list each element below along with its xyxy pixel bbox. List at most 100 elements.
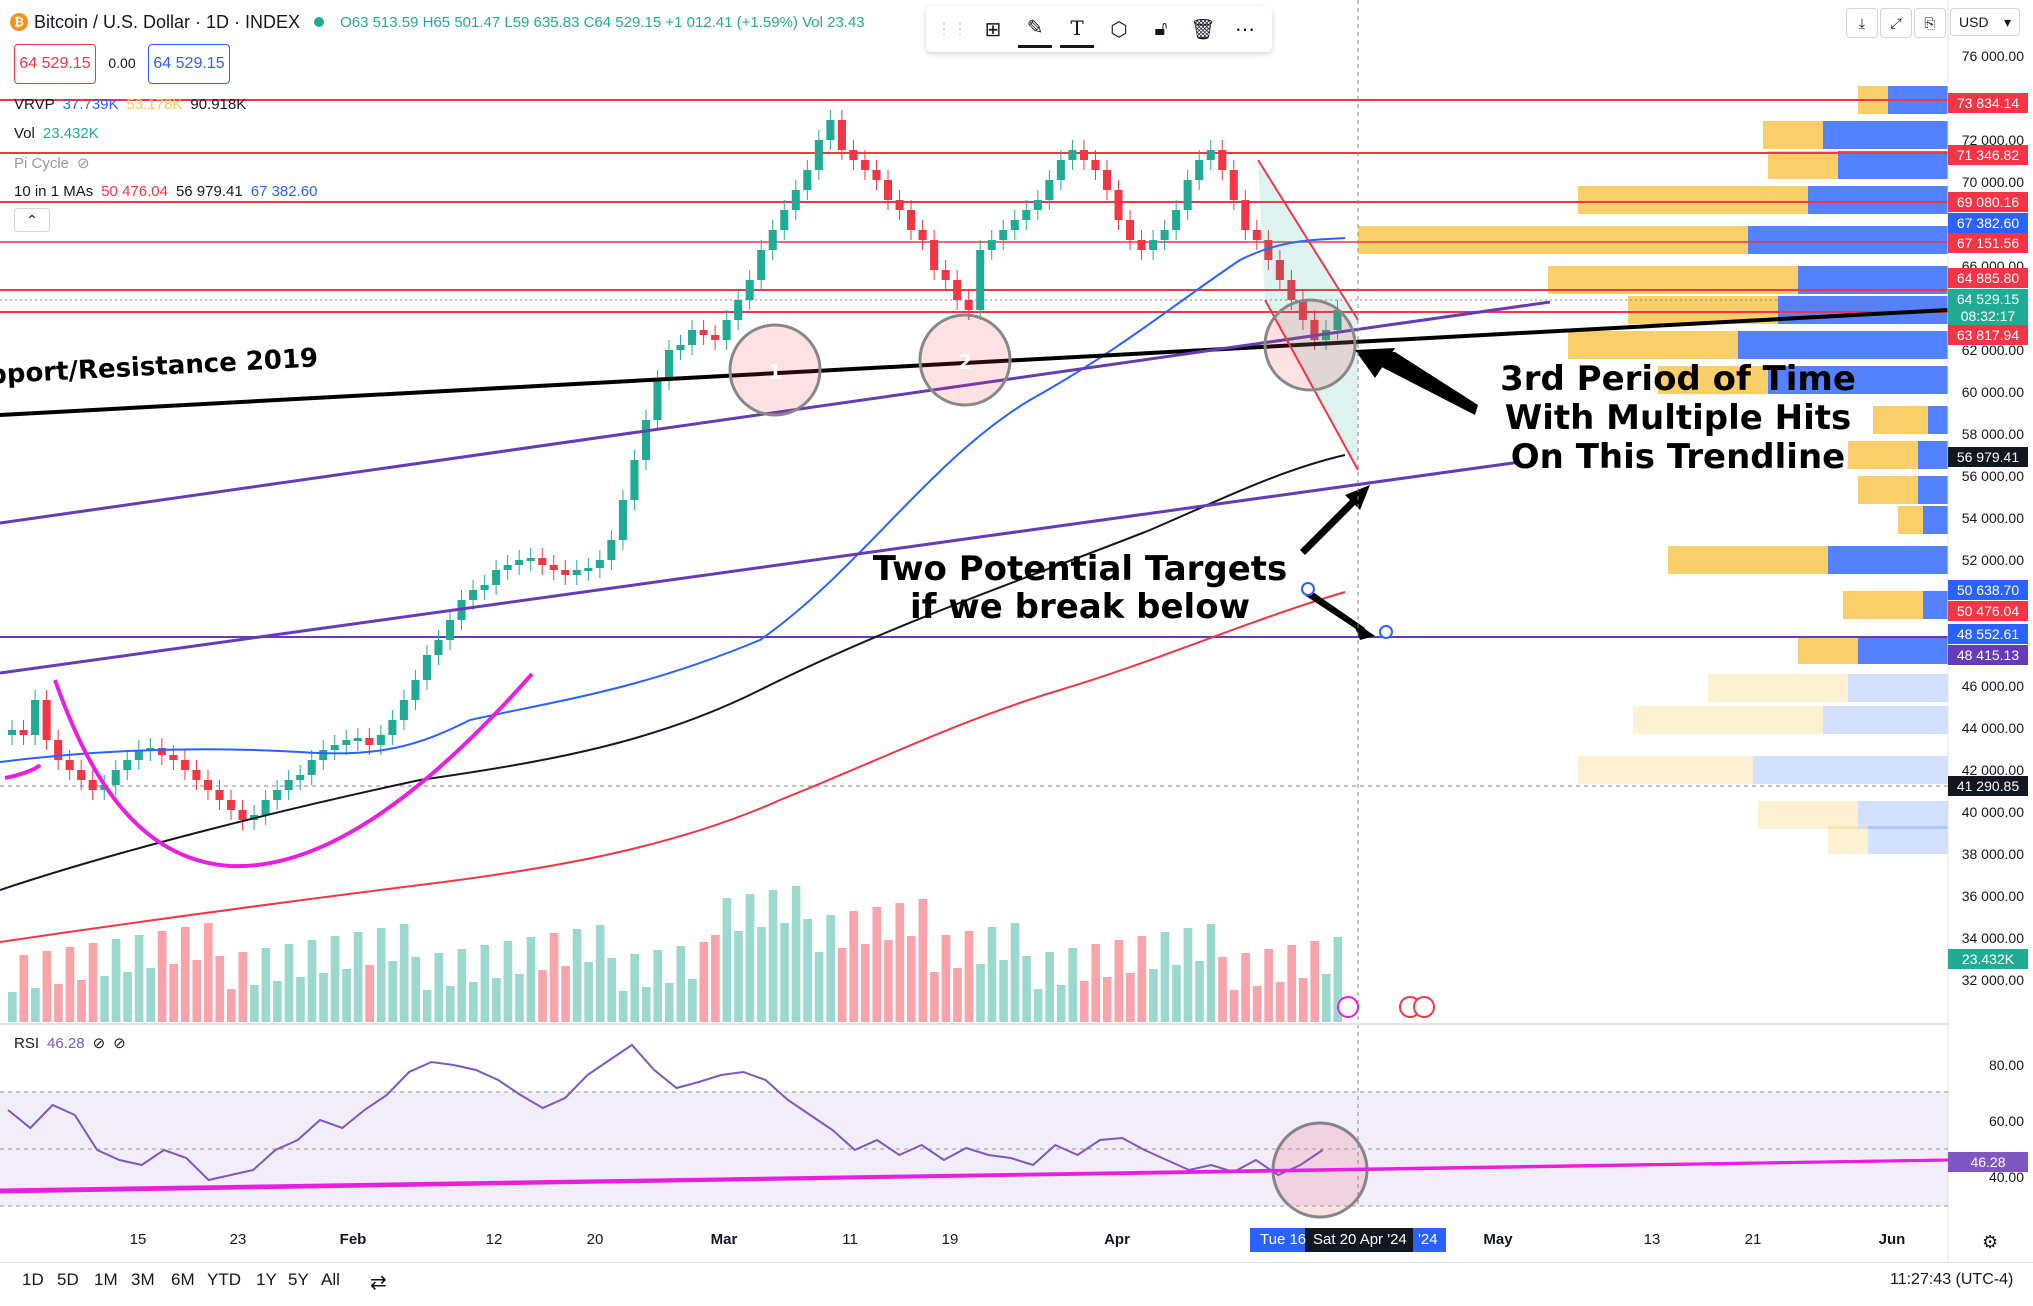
volume-bar xyxy=(319,973,328,1022)
range-button-5d[interactable]: 5D xyxy=(57,1270,79,1289)
range-button-6m[interactable]: 6M xyxy=(171,1270,195,1289)
fullscreen-icon[interactable]: ⤢ xyxy=(1880,8,1912,38)
download-icon[interactable]: ⤓ xyxy=(1846,8,1878,38)
profile-bar-yellow xyxy=(1763,121,1823,149)
price-axis-label: 42 000.00 xyxy=(1961,762,2024,778)
candle xyxy=(1275,260,1284,280)
drag-handle-icon[interactable]: ⋮⋮ xyxy=(936,21,968,38)
volume-bar xyxy=(1333,937,1343,1022)
date-range-icon[interactable]: ⇄ xyxy=(370,1272,387,1294)
volume-bar xyxy=(353,932,363,1022)
currency-label: USD xyxy=(1959,14,1989,30)
range-button-all[interactable]: All xyxy=(321,1270,340,1289)
range-button-ytd[interactable]: YTD xyxy=(207,1270,241,1289)
trash-icon[interactable]: 🗑︎ xyxy=(1190,18,1216,41)
profile-bar-yellow xyxy=(1758,801,1858,829)
eye-icon[interactable]: ⊘ xyxy=(92,1035,106,1052)
sell-price-button[interactable]: 64 529.15 xyxy=(14,44,96,84)
vol-legend[interactable]: Vol 23.432K xyxy=(14,125,99,142)
candle xyxy=(618,500,627,540)
range-button-1y[interactable]: 1Y xyxy=(256,1270,277,1289)
candle xyxy=(676,345,685,350)
candle xyxy=(987,240,996,250)
profile-bar-blue xyxy=(1753,756,1948,784)
profile-bar-yellow xyxy=(1898,506,1923,534)
lock-icon[interactable]: 🔓︎ xyxy=(1154,17,1168,40)
volume-bar xyxy=(1068,948,1078,1022)
brush-icon[interactable]: ✎ xyxy=(1018,11,1052,48)
settings-gear-icon[interactable]: ⚙ xyxy=(1982,1232,1999,1252)
volume-bar xyxy=(169,964,179,1022)
price-tag: 63 817.94 xyxy=(1948,325,2028,345)
range-button-5y[interactable]: 5Y xyxy=(288,1270,309,1289)
volume-bar xyxy=(918,899,928,1022)
date-axis-label: 11 xyxy=(842,1231,858,1248)
currency-selector[interactable]: USD ▾ xyxy=(1950,8,2020,36)
more-icon[interactable]: ⋯ xyxy=(1235,18,1255,41)
volume-bar xyxy=(734,931,743,1022)
volume-bar xyxy=(342,969,351,1022)
visibility-icon[interactable]: ⊘ xyxy=(113,1035,126,1052)
candle xyxy=(734,300,743,320)
ma-red-line xyxy=(0,591,1346,943)
layout-icon[interactable]: ⊞ xyxy=(984,18,1002,41)
price-tag: 08:32:17 xyxy=(1948,306,2028,326)
candle xyxy=(342,740,351,745)
volume-bar xyxy=(77,980,86,1022)
ma-red-value: 50 476.04 xyxy=(101,183,168,200)
range-button-1m[interactable]: 1M xyxy=(94,1270,118,1289)
volume-bar xyxy=(941,935,951,1022)
candle xyxy=(157,748,166,755)
rsi-legend[interactable]: RSI 46.28 ⊘ ⊘ xyxy=(14,1034,126,1053)
price-tag: 69 080.16 xyxy=(1948,192,2028,212)
candle xyxy=(1183,180,1192,210)
pi-cycle-legend[interactable]: Pi Cycle ⊘ xyxy=(14,154,90,173)
screenshot-icon[interactable]: ⎘ xyxy=(1914,8,1946,38)
price-tag: 67 151.56 xyxy=(1948,233,2028,253)
candle xyxy=(88,780,97,790)
candle xyxy=(745,280,754,300)
volume-bar xyxy=(895,903,905,1022)
volume-bar xyxy=(307,940,317,1022)
date-axis-label: 12 xyxy=(485,1231,503,1248)
collapse-legend-button[interactable]: ⌃ xyxy=(14,208,50,232)
mas-legend[interactable]: 10 in 1 MAs 50 476.04 56 979.41 67 382.6… xyxy=(14,183,317,200)
profile-bar-blue xyxy=(1918,476,1948,504)
candle xyxy=(1022,210,1031,220)
volume-bar xyxy=(1264,949,1273,1022)
clock[interactable]: 11:27:43 (UTC-4) xyxy=(1890,1271,2014,1288)
candle xyxy=(1091,160,1100,170)
range-button-1d[interactable]: 1D xyxy=(22,1270,44,1289)
vrvp-down: 53.178K xyxy=(126,96,183,113)
volume-bar xyxy=(930,972,939,1022)
volume-bar xyxy=(722,898,732,1022)
flash-event-icon[interactable] xyxy=(1337,996,1359,1018)
candle xyxy=(19,730,28,735)
range-button-3m[interactable]: 3M xyxy=(131,1270,155,1289)
volume-bar xyxy=(192,960,202,1022)
volume-bar xyxy=(745,894,755,1022)
volume-bar xyxy=(88,943,98,1022)
text-icon[interactable]: T xyxy=(1060,11,1094,48)
fill-icon[interactable]: ⬡ xyxy=(1110,18,1128,41)
candle xyxy=(445,620,455,640)
volume-bar xyxy=(1252,986,1262,1022)
price-axis-label: 38 000.00 xyxy=(1961,846,2024,862)
price-axis-label: 44 000.00 xyxy=(1961,720,2024,736)
vrvp-legend[interactable]: VRVP 37.739K 53.178K 90.918K xyxy=(14,96,246,113)
candle xyxy=(399,700,408,720)
buy-price-button[interactable]: 64 529.15 xyxy=(148,44,230,84)
volume-bar xyxy=(907,936,916,1022)
bitcoin-icon: ₿ xyxy=(10,13,28,31)
volume-bar xyxy=(330,936,340,1022)
rsi-axis-label: 40.00 xyxy=(1988,1169,2024,1185)
rsi-line xyxy=(7,1043,1324,1182)
candle xyxy=(907,210,916,230)
date-axis-label: 23 xyxy=(229,1231,247,1248)
eye-off-icon[interactable]: ⊘ xyxy=(77,155,90,172)
symbol-title[interactable]: Bitcoin / U.S. Dollar · 1D · INDEX xyxy=(34,11,301,32)
profile-bar-yellow xyxy=(1858,476,1918,504)
price-axis-label: 36 000.00 xyxy=(1961,888,2024,904)
price-axis-label: 40 000.00 xyxy=(1961,804,2024,820)
